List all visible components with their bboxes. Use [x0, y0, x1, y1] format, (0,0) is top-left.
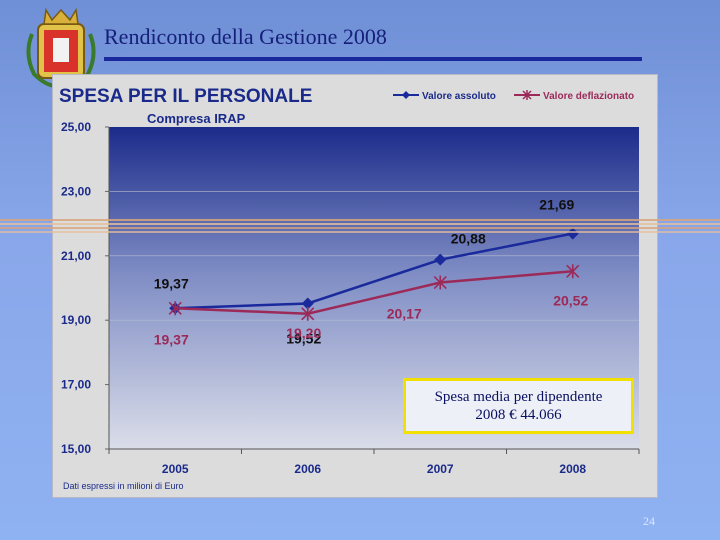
chart-subtitle: Compresa IRAP	[147, 111, 246, 126]
page-number: 24	[643, 514, 655, 528]
legend-diamond-marker	[402, 91, 410, 99]
data-point-marker	[301, 297, 314, 310]
data-point-marker	[168, 301, 182, 316]
info-box: Spesa media per dipendente 2008 € 44.066	[403, 378, 634, 434]
data-label: 19,37	[154, 275, 189, 291]
data-point-marker	[566, 227, 579, 240]
legend-asterisk-marker	[522, 90, 532, 100]
chart-title: SPESA PER IL PERSONALE	[59, 86, 312, 107]
data-point-marker	[301, 306, 315, 321]
legend-label-valore-deflazionato: Valore deflazionato	[543, 91, 634, 102]
y-tick-label: 25,00	[61, 120, 91, 134]
info-box-line-2: 2008 € 44.066	[475, 407, 562, 423]
data-label: 20,17	[387, 306, 422, 322]
y-tick-label: 15,00	[61, 442, 91, 456]
data-point-marker	[566, 264, 580, 279]
data-label: 20,52	[553, 292, 588, 308]
x-tick-label: 2005	[162, 462, 189, 476]
y-tick-label: 19,00	[61, 313, 91, 327]
x-tick-label: 2007	[427, 462, 454, 476]
data-label: 19,20	[286, 325, 321, 341]
info-box-line-1: Spesa media per dipendente	[434, 389, 603, 405]
data-label: 19,37	[154, 331, 189, 347]
chart-legend: Valore assoluto Valore deflazionato	[393, 90, 634, 102]
data-point-marker	[433, 275, 447, 290]
chart-note: Dati espressi in milioni di Euro	[63, 481, 184, 491]
data-label: 21,69	[539, 197, 574, 213]
data-label: 20,88	[451, 231, 486, 247]
data-point-marker	[434, 253, 447, 266]
y-tick-label: 21,00	[61, 249, 91, 263]
legend-label-valore-assoluto: Valore assoluto	[422, 91, 496, 102]
data-label: 19,52	[286, 330, 321, 346]
x-tick-label: 2008	[559, 462, 586, 476]
series-line-2	[175, 270, 573, 316]
x-tick-label: 2006	[294, 462, 321, 476]
series-line-1	[175, 232, 573, 310]
y-tick-label: 17,00	[61, 378, 91, 392]
slide-title: Rendiconto della Gestione 2008	[104, 24, 387, 49]
title-underline	[104, 57, 642, 61]
decorative-stripes	[0, 219, 720, 233]
y-tick-label: 23,00	[61, 184, 91, 198]
chart-area: SPESA PER IL PERSONALE Compresa IRAP Dat…	[52, 74, 658, 498]
